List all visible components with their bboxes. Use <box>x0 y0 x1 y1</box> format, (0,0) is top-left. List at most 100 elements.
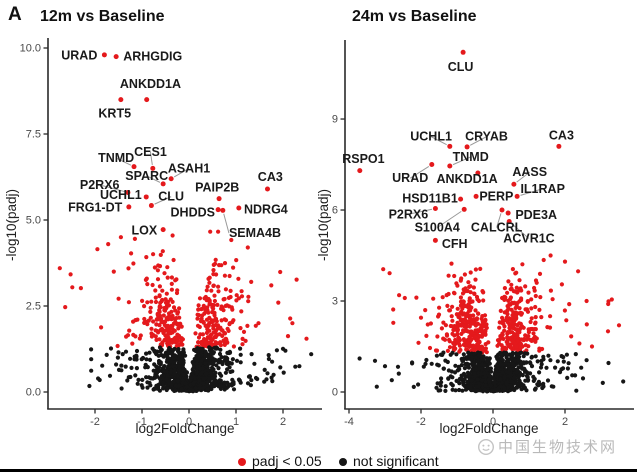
data-point <box>382 364 388 369</box>
gene-label-UCHL1: UCHL1 <box>100 188 142 202</box>
point-cloud <box>57 229 314 394</box>
x-tick-label: 2 <box>562 416 568 428</box>
gene-label-ACVR1C: ACVR1C <box>503 232 554 246</box>
label-leader-line <box>452 156 471 166</box>
data-point <box>111 269 116 274</box>
legend-dot-not-significant <box>339 458 347 466</box>
legend-label-significant: padj < 0.05 <box>252 453 322 469</box>
data-point <box>132 236 137 241</box>
gene-point-URAD <box>101 52 107 58</box>
volcano-panel-12m: -2 -1 0 1 2 0.0 2.5 5.0 7.5 10.0 URAD ARHGDIG ANKDD1… <box>20 38 322 428</box>
volcano-panel-24m: -4 -2 0 2 0 3 6 9 CLU UCHL1 CRYAB CA3 RSPO1 TNMD URAD A… <box>332 40 634 428</box>
legend: padj < 0.05 not significant <box>0 453 637 470</box>
gene-label-TNMD: TNMD <box>98 151 134 165</box>
label-leader-line <box>469 136 487 146</box>
data-point <box>208 229 213 234</box>
data-point <box>427 345 433 351</box>
gene-label-UCHL1: UCHL1 <box>410 130 452 144</box>
data-point <box>562 259 568 264</box>
x-axis-label-12m: log2FoldChange <box>135 421 235 436</box>
gene-label-S100A4: S100A4 <box>415 221 460 235</box>
watermark: 中国生物技术网 <box>477 436 617 457</box>
data-point <box>68 272 73 277</box>
gene-point-SPARC <box>160 181 166 187</box>
gene-point-ACVR1C <box>506 219 512 225</box>
gene-point-FRG1-DT <box>126 204 132 210</box>
gene-point-NDRG4 <box>236 205 242 211</box>
legend-label-not-significant: not significant <box>353 453 439 469</box>
gene-point-IL1RAP <box>514 193 520 199</box>
gene-label-ANKDD1A: ANKDD1A <box>120 77 181 91</box>
label-leader-line <box>409 165 430 179</box>
gene-point-HSD11B1 <box>458 196 464 202</box>
y-tick-label: 0 <box>332 387 338 399</box>
data-point <box>106 242 111 247</box>
x-tick-label: 0 <box>186 416 192 428</box>
legend-dot-significant <box>238 458 246 466</box>
gene-label-SPARC: SPARC <box>125 169 168 183</box>
y-tick-label: 6 <box>332 205 338 217</box>
data-point <box>95 247 100 252</box>
label-leader-line <box>115 157 132 166</box>
data-point <box>561 355 566 360</box>
x-tick-label: -2 <box>416 416 426 428</box>
gene-label-HSD11B1: HSD11B1 <box>402 191 458 205</box>
y-tick-label: 10.0 <box>20 43 41 55</box>
gene-point-CA3 <box>264 186 270 192</box>
gene-label-CLU: CLU <box>158 190 184 204</box>
gene-label-PDE3A: PDE3A <box>515 208 557 222</box>
data-point <box>290 321 295 326</box>
data-point <box>616 323 622 328</box>
data-point <box>78 286 83 291</box>
gene-point-SEMA4B <box>220 207 226 213</box>
gene-label-LOX: LOX <box>131 223 157 237</box>
x-tick-label: -4 <box>344 416 354 428</box>
gene-point-LOX <box>160 227 166 233</box>
data-point <box>216 229 221 234</box>
data-point <box>424 333 429 338</box>
gene-label-KRT5: KRT5 <box>98 106 131 120</box>
y-axis-label-24m: -log10(padj) <box>316 188 331 262</box>
y-tick-label: 2.5 <box>26 301 41 313</box>
x-tick-label: 2 <box>280 416 286 428</box>
data-point <box>606 301 611 307</box>
gene-point-AASS <box>511 181 517 187</box>
label-leader-line <box>173 167 190 178</box>
data-point <box>297 364 302 369</box>
gene-point-ARHGDIG <box>113 54 119 60</box>
gene-label-ANKDD1A: ANKDD1A <box>437 172 498 186</box>
gene-point-CLU <box>148 203 154 209</box>
gene-point-P2RX6 <box>432 206 438 212</box>
data-point <box>229 237 234 243</box>
gene-label-FRG1-DT: FRG1-DT <box>68 201 123 215</box>
data-point <box>381 267 386 272</box>
data-point <box>573 352 578 357</box>
watermark-logo <box>477 438 495 455</box>
gene-point-RSPO1 <box>357 168 363 174</box>
label-leader-line <box>520 188 543 196</box>
gene-point-ANKDD1A <box>475 170 481 176</box>
data-point <box>402 295 407 301</box>
label-leader-line <box>149 151 153 166</box>
gene-label-CA3: CA3 <box>258 170 283 184</box>
label-leader-line <box>436 210 462 229</box>
data-point <box>276 300 281 305</box>
gene-label-CES1: CES1 <box>134 145 167 159</box>
data-point <box>262 379 267 384</box>
gene-label-IL1RAP: IL1RAP <box>520 182 564 196</box>
gene-label-CALCRL: CALCRL <box>471 221 523 235</box>
label-leader-line <box>430 136 447 146</box>
data-point <box>269 283 274 288</box>
data-point <box>118 235 123 240</box>
data-point <box>170 233 175 238</box>
data-point <box>579 365 584 370</box>
gene-point-TNMD <box>447 163 453 169</box>
label-leader-line <box>223 213 230 234</box>
gene-label-DHDDS: DHDDS <box>171 205 215 219</box>
gene-point-TNMD <box>131 164 137 170</box>
data-point <box>580 376 586 381</box>
gene-point-CLU <box>460 49 466 55</box>
data-point <box>245 245 250 250</box>
label-leader-line <box>99 184 125 193</box>
gene-label-NDRG4: NDRG4 <box>244 203 288 217</box>
